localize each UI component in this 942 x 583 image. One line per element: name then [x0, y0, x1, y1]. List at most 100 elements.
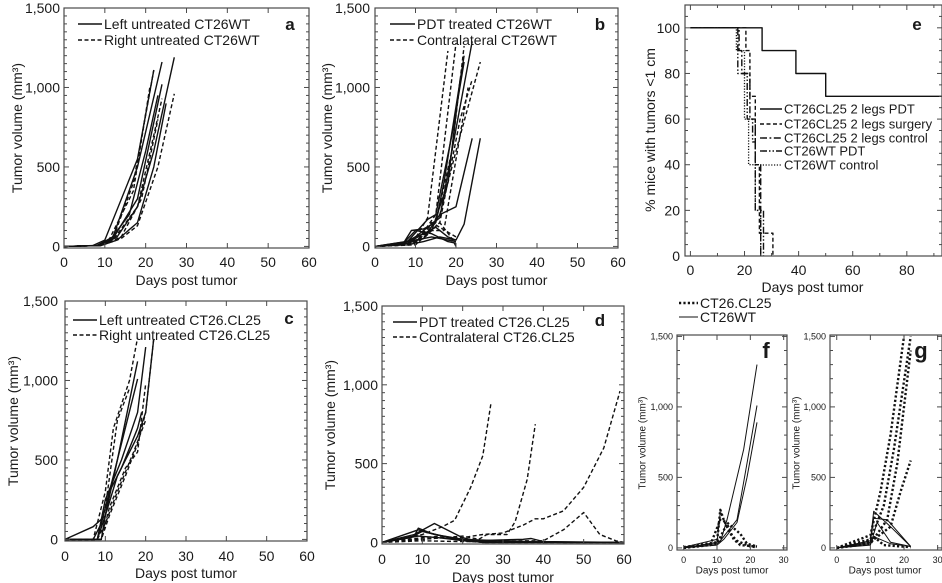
x-tick-label: 0 — [60, 254, 68, 270]
series-line-ct26cl25-2-legs-pdt — [690, 27, 942, 97]
y-tick-label: 1,500 — [23, 293, 58, 309]
series-line-ct26wt — [683, 512, 723, 549]
series-line-ct26wt — [683, 364, 758, 548]
series-line-right-untreated-ct26wt — [64, 98, 163, 248]
y-tick-label: 1,500 — [343, 298, 378, 314]
x-tick-label: 30 — [489, 254, 505, 270]
y-axis-label: Tumor volume (mm³) — [5, 356, 21, 486]
series-line-pdt-treated-ct26-cl25 — [382, 535, 624, 544]
series-line-contralateral-ct26wt — [375, 46, 465, 248]
series-line-right-untreated-ct26wt — [64, 69, 155, 248]
series-line-ct26-cl25 — [836, 336, 912, 550]
panel-letter: c — [284, 309, 293, 328]
y-tick-label: 1,500 — [803, 331, 826, 341]
x-tick-label: 40 — [536, 551, 552, 567]
x-tick-label: 50 — [259, 548, 275, 564]
x-tick-label: 40 — [219, 548, 235, 564]
legend-label: PDT treated CT26WT — [417, 16, 553, 32]
x-tick-label: 50 — [576, 551, 592, 567]
panel-b: 0 10 20 30 40 50 60 0 500 1,000 1,500 Days post tum… — [319, 0, 626, 288]
panel-letter: b — [595, 15, 605, 34]
y-tick-label: 1,000 — [650, 402, 673, 412]
series-line-right-untreated-ct26wt — [64, 119, 159, 248]
plot-area — [382, 390, 624, 544]
x-tick-label: 30 — [495, 551, 511, 567]
x-tick-label: 30 — [179, 254, 195, 270]
y-tick-label: 500 — [355, 456, 379, 472]
x-axis-label: Days post tumor — [136, 272, 238, 288]
series-line-pdt-treated-ct26wt — [375, 55, 465, 248]
y-tick-label: 1,000 — [25, 79, 60, 95]
y-tick-label: 1,000 — [335, 79, 370, 95]
legend-label: Contralateral CT26.CL25 — [419, 329, 575, 345]
y-tick-label: 60 — [664, 111, 680, 127]
y-tick-label: 1,000 — [343, 377, 378, 393]
panel-letter: e — [912, 15, 921, 34]
y-tick-label: 1,000 — [803, 402, 826, 412]
panel-letter: a — [285, 15, 295, 34]
x-tick-label: 10 — [865, 555, 875, 565]
series-line-contralateral-ct26wt — [375, 42, 457, 248]
y-tick-label: 100 — [657, 20, 681, 36]
y-tick-label: 1,500 — [650, 331, 673, 341]
x-tick-label: 60 — [301, 254, 317, 270]
y-axis-label: % mice with tumors <1 cm — [642, 48, 658, 212]
y-tick-label: 500 — [811, 472, 826, 482]
series-line-right-untreated-ct26-cl25 — [65, 419, 147, 541]
x-tick-label: 20 — [745, 555, 755, 565]
series-line-contralateral-ct26wt — [375, 221, 457, 248]
series-line-left-untreated-ct26-cl25 — [65, 378, 139, 541]
series-line-ct26wt-control — [690, 27, 762, 256]
x-tick-label: 80 — [899, 262, 915, 278]
series-line-ct26wt — [836, 522, 911, 549]
series-line-pdt-treated-ct26wt — [375, 236, 457, 248]
x-tick-label: 30 — [933, 555, 942, 565]
series-line-right-untreated-ct26-cl25 — [65, 339, 155, 541]
x-tick-label: 20 — [737, 262, 753, 278]
plot-area — [690, 27, 942, 256]
y-tick-label: 0 — [50, 531, 58, 547]
legend-label: Left untreated CT26WT — [104, 16, 251, 32]
y-tick-label: 0 — [821, 543, 826, 553]
series-line-ct26-cl25 — [683, 518, 758, 550]
x-axis-label: Days post tumor — [135, 565, 237, 581]
series-line-contralateral-ct26wt — [375, 87, 469, 248]
x-tick-label: 20 — [448, 254, 464, 270]
axes-frame — [676, 334, 788, 551]
series-line-contralateral-ct26-cl25 — [382, 390, 621, 544]
y-tick-label: 0 — [672, 248, 680, 264]
x-axis-label: Days post tumor — [696, 566, 769, 577]
y-tick-label: 0 — [362, 238, 370, 254]
series-line-ct26wt — [683, 405, 758, 548]
series-line-right-untreated-ct26-cl25 — [65, 337, 139, 541]
x-axis-label: Days post tumor — [849, 566, 922, 577]
x-tick-label: 30 — [779, 555, 789, 565]
panel-e: 0 20 40 60 80 0 20 40 60 80 100 Days post tumor % mi… — [642, 4, 942, 295]
legend-label: CT26CL25 2 legs PDT — [784, 102, 915, 117]
y-axis-label: Tumor volume (mm³) — [792, 397, 803, 490]
plot-area — [64, 57, 175, 248]
x-tick-label: 0 — [681, 555, 686, 565]
plot-area — [375, 41, 481, 248]
panel-g: 0 10 20 30 0 500 1,000 1,500 Days post tumor Tumo… — [792, 331, 942, 577]
plot-area — [683, 364, 758, 550]
x-tick-label: 40 — [220, 254, 236, 270]
y-tick-label: 500 — [658, 472, 673, 482]
x-tick-label: 0 — [687, 262, 695, 278]
legend-label: Right untreated CT26.CL25 — [99, 327, 270, 343]
x-tick-label: 10 — [712, 555, 722, 565]
x-tick-label: 40 — [791, 262, 807, 278]
x-tick-label: 20 — [455, 551, 471, 567]
x-axis-label: Days post tumor — [446, 272, 548, 288]
y-tick-label: 0 — [668, 543, 673, 553]
plot-area — [65, 337, 155, 541]
x-tick-label: 50 — [570, 254, 586, 270]
y-tick-label: 80 — [664, 65, 680, 81]
panel-f: 0 10 20 30 0 500 1,000 1,500 Days post tumor Tumo… — [638, 295, 789, 577]
x-tick-label: 50 — [260, 254, 276, 270]
panel-letter: f — [762, 338, 770, 363]
series-line-right-untreated-ct26-cl25 — [65, 383, 147, 541]
